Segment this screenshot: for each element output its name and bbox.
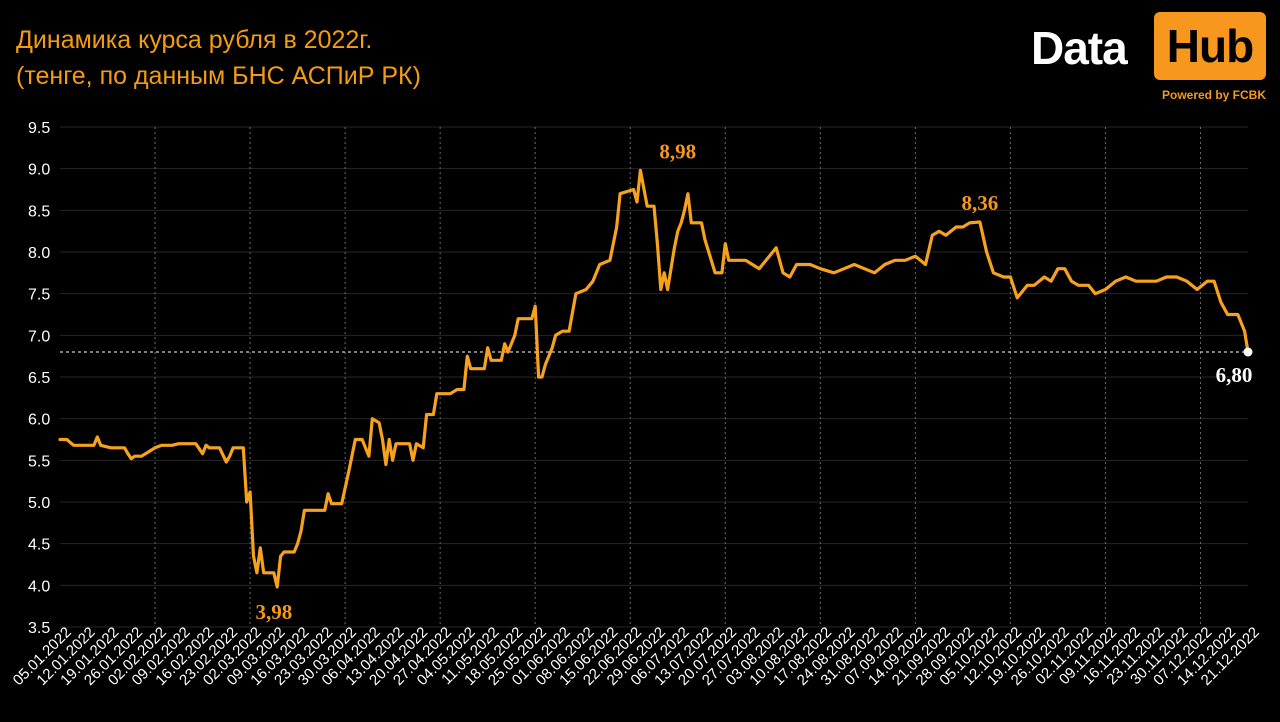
y-tick-label: 6.0 <box>28 412 50 429</box>
value-annotation: 6,80 <box>1216 363 1253 387</box>
y-tick-label: 5.0 <box>28 495 50 512</box>
y-tick-label: 3.5 <box>28 620 50 637</box>
logo-powered-by: Powered by FCBK <box>1161 88 1266 102</box>
y-tick-label: 4.0 <box>28 578 50 595</box>
y-tick-label: 5.5 <box>28 453 50 470</box>
y-tick-label: 9.5 <box>28 120 50 137</box>
y-tick-label: 6.5 <box>28 370 50 387</box>
last-value-marker <box>1243 347 1253 357</box>
y-tick-label: 7.5 <box>28 287 50 304</box>
y-tick-label: 7.0 <box>28 328 50 345</box>
logo-word-data: Data <box>1031 22 1128 74</box>
chart-title-line2: (тенге, по данным БНС АСПиР РК) <box>16 62 421 90</box>
y-tick-label: 9.0 <box>28 162 50 179</box>
value-annotation: 8,36 <box>961 191 998 215</box>
y-tick-label: 8.0 <box>28 245 50 262</box>
value-annotation: 8,98 <box>659 139 696 163</box>
chart-title: Динамика курса рубля в 2022г. (тенге, по… <box>16 22 421 94</box>
value-annotation: 3,98 <box>255 600 292 624</box>
chart-title-line1: Динамика курса рубля в 2022г. <box>16 26 373 54</box>
rate-series-line <box>58 168 1250 589</box>
y-tick-label: 8.5 <box>28 203 50 220</box>
datahub-logo: Data Hub Powered by FCBK <box>1031 12 1266 107</box>
y-tick-label: 4.5 <box>28 537 50 554</box>
logo-word-hub: Hub <box>1154 12 1266 80</box>
